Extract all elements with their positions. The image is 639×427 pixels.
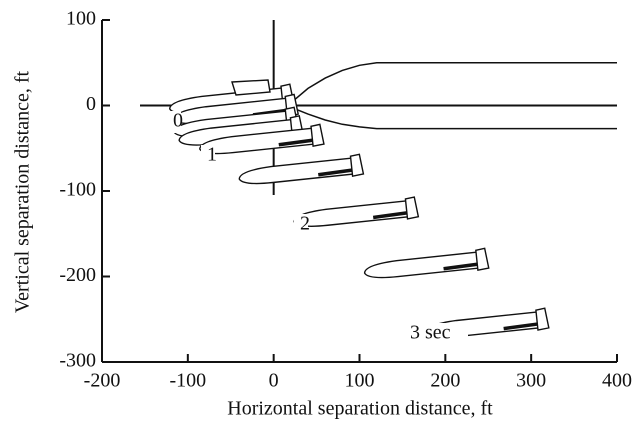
store (238, 153, 365, 185)
store-body (199, 127, 318, 155)
x-tick-label: 200 (430, 370, 460, 392)
store-stripe (503, 322, 538, 331)
store-fin (535, 307, 550, 331)
store-body (238, 157, 358, 185)
pylon (231, 79, 271, 96)
store-body (363, 251, 483, 279)
store-fin (310, 123, 325, 148)
y-tick-label: -300 (59, 350, 96, 372)
store-stripe (278, 138, 313, 147)
x-tick-label: 300 (516, 370, 546, 392)
y-axis-title: Vertical separation distance, ft (12, 71, 34, 314)
store-fin (349, 153, 365, 177)
x-tick-label: -100 (169, 370, 206, 392)
annotation-bg (167, 111, 181, 133)
annotation-bg (294, 214, 308, 236)
x-tick-label: 100 (345, 370, 375, 392)
x-tick-label: 0 (269, 370, 279, 392)
store-fin (404, 196, 420, 220)
x-tick-label: -200 (84, 370, 121, 392)
store-stripe (318, 168, 353, 177)
store (293, 196, 420, 227)
x-axis-title: Horizontal separation distance, ft (227, 398, 493, 420)
store-stripe (372, 211, 408, 220)
envelope-line (290, 62, 617, 104)
store (363, 247, 490, 279)
y-tick-label: 0 (86, 93, 96, 115)
annotation-bg (201, 145, 215, 167)
annotation: 0 (173, 110, 183, 132)
annotation-bg (404, 323, 468, 345)
annotation: 2 (300, 213, 310, 235)
y-tick-label: -200 (59, 264, 96, 286)
x-tick-label: 400 (602, 370, 632, 392)
y-tick-label: 100 (66, 8, 96, 30)
y-tick-label: -100 (59, 179, 96, 201)
store-stripe (443, 262, 478, 271)
annotation: 1 (207, 144, 217, 166)
store (199, 123, 325, 155)
store-fin (475, 247, 490, 272)
annotation: 3 sec (410, 322, 451, 344)
envelope-line (290, 106, 617, 130)
